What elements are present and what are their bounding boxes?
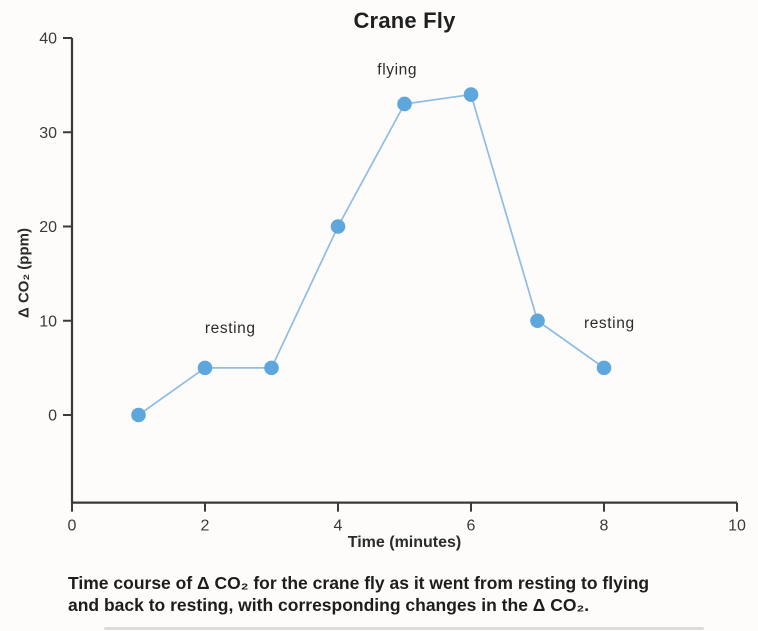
y-tick-label: 10: [39, 313, 57, 330]
y-tick-label: 40: [39, 31, 57, 48]
data-point: [197, 360, 213, 376]
x-tick-label: 10: [728, 518, 746, 535]
data-point: [397, 96, 412, 112]
x-tick-label: 0: [68, 518, 77, 535]
data-point: [530, 313, 545, 329]
x-tick-label: 6: [467, 518, 476, 535]
data-line: [138, 93, 605, 416]
bottom-crop-artifact: [104, 627, 704, 630]
x-axis-label: Time (minutes): [347, 534, 462, 551]
y-tick-label: 20: [39, 219, 57, 236]
caption-line-1: Time course of Δ CO₂ for the crane fly a…: [68, 573, 650, 593]
x-tick-label: 8: [600, 518, 609, 535]
annotation-flying: flying: [377, 62, 417, 79]
annotation-resting: resting: [205, 320, 256, 337]
figure-caption: Time course of Δ CO₂ for the crane fly a…: [68, 572, 728, 617]
line-chart: 0 10 20 30 40 0 2 4 6 8 10 resting flying resting: [39, 31, 746, 535]
data-point: [463, 87, 479, 102]
data-point: [596, 360, 612, 376]
x-tick-label: 4: [334, 518, 343, 535]
x-tick-label: 2: [201, 518, 210, 535]
chart-title: Crane Fly: [353, 8, 456, 33]
data-point: [131, 407, 146, 423]
data-point: [264, 360, 279, 376]
annotation-resting: resting: [584, 315, 635, 332]
y-tick-label: 30: [39, 125, 57, 142]
caption-line-2: and back to resting, with corresponding …: [68, 595, 590, 616]
y-tick-label: 0: [48, 408, 57, 425]
data-point: [330, 219, 346, 234]
